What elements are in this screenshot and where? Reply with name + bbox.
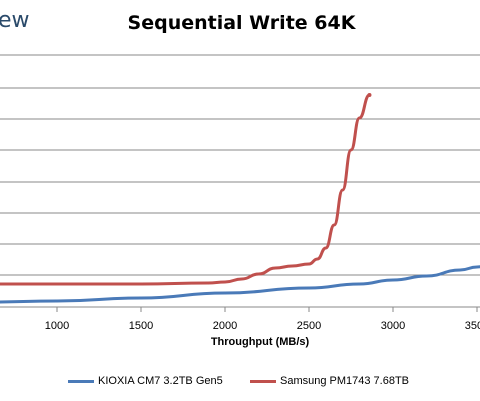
x-tick-label-2000: 2000 — [213, 320, 237, 332]
series-line-0 — [0, 265, 480, 304]
x-tick-marks: 1000 1500 2000 2500 3000 3500 — [45, 307, 480, 332]
series-layer — [0, 93, 480, 304]
legend-label-samsung: Samsung PM1743 7.68TB — [280, 375, 410, 387]
series-line-1 — [0, 93, 371, 286]
legend-item-kioxia: KIOXIA CM7 3.2TB Gen5 — [68, 374, 223, 388]
x-tick-label-3000: 3000 — [381, 320, 405, 332]
x-tick-label-3500: 3500 — [465, 320, 480, 332]
x-tick-label-1500: 1500 — [129, 320, 153, 332]
x-axis-label: Throughput (MB/s) — [210, 336, 310, 348]
x-tick-label-1000: 1000 — [45, 320, 69, 332]
legend-item-samsung: Samsung PM1743 7.68TB — [250, 374, 409, 388]
data-point-1-16 — [367, 93, 372, 97]
legend-label-kioxia: KIOXIA CM7 3.2TB Gen5 — [98, 375, 223, 387]
legend-swatch-kioxia — [68, 379, 94, 383]
chart-title: Sequential Write 64K — [127, 12, 356, 34]
gridlines — [0, 54, 480, 276]
x-tick-label-2500: 2500 — [297, 320, 321, 332]
brand-logo-text: ew — [0, 8, 30, 33]
legend-swatch-samsung — [250, 379, 276, 383]
